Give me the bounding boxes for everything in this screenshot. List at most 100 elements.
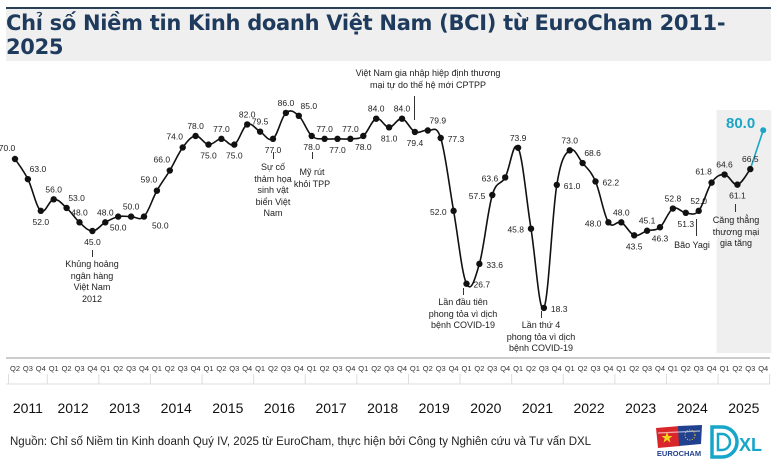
data-point (282, 109, 290, 117)
annotation-line: Lần thứ 4 (521, 320, 561, 330)
data-point (50, 196, 57, 203)
quarter-tick-label: Q4 (242, 364, 252, 373)
data-point (11, 155, 19, 163)
quarter-tick-label: Q1 (49, 364, 59, 373)
data-label: 73.9 (510, 133, 527, 143)
year-label: 2023 (625, 400, 656, 416)
data-label: 66.5 (742, 154, 759, 164)
annotation-line: Nam (263, 208, 283, 218)
annotation-line: ngân hàng (70, 270, 114, 281)
data-point (514, 144, 522, 151)
data-point (450, 207, 457, 215)
quarter-tick-label: Q1 (100, 364, 110, 373)
data-label: 78.0 (303, 142, 320, 152)
annotation-covid-fourth: Lần thứ 4 phong tỏa vì dịch bệnh COVID-1… (507, 320, 576, 355)
year-label: 2011 (13, 400, 43, 416)
annotation-line: Mỹ rút (299, 167, 325, 177)
quarter-tick-label: Q3 (178, 364, 188, 373)
data-label: 66.0 (154, 155, 171, 165)
data-point (476, 260, 483, 268)
data-label: 18.3 (551, 304, 568, 314)
dxl-logo: XL (710, 425, 762, 459)
data-label: 45.0 (84, 237, 101, 247)
quarter-tick-label: Q3 (487, 364, 497, 373)
quarter-tick-label: Q4 (707, 364, 717, 373)
data-label: 26.7 (474, 280, 491, 290)
source-note: Nguồn: Chỉ số Niềm tin Kinh doanh Quý IV… (10, 436, 592, 448)
data-label: 68.6 (584, 148, 601, 158)
data-label: 77.0 (329, 145, 346, 155)
annotation-line: Sự cố (260, 162, 286, 172)
year-label: 2014 (161, 400, 192, 416)
annotation-line: bệnh COVID-19 (430, 320, 496, 330)
data-label: 48.0 (585, 218, 602, 228)
data-label: 45.1 (639, 216, 656, 226)
quarter-tick-label: Q3 (74, 364, 84, 373)
quarter-tick-label: Q3 (126, 364, 136, 373)
quarter-tick-label: Q1 (410, 364, 420, 373)
data-point (463, 280, 470, 287)
year-label: 2015 (212, 400, 243, 416)
quarter-tick-label: Q2 (62, 364, 72, 373)
data-label: 81.0 (381, 133, 398, 143)
data-point (592, 178, 599, 185)
data-label: 77.0 (265, 145, 282, 155)
data-point (218, 135, 225, 143)
annotation-cptpp: Việt Nam gia nhập hiệp định thương mại t… (356, 68, 501, 91)
data-label: 77.3 (448, 134, 465, 144)
data-point (334, 135, 341, 143)
data-point (385, 124, 393, 131)
data-label: 59.0 (141, 175, 158, 185)
data-point (166, 167, 173, 174)
annotation-line: Căng thẳng (712, 215, 760, 225)
annotation-line: thảm họa (254, 173, 292, 184)
quarter-tick-label: Q1 (565, 364, 575, 373)
data-point (102, 219, 109, 226)
data-label: 77.0 (213, 124, 230, 134)
data-label: 52.0 (33, 217, 50, 227)
data-label: 80.0 (726, 115, 755, 132)
quarter-tick-label: Q4 (345, 364, 355, 373)
annotation-line: 2012 (81, 293, 103, 304)
data-point (347, 135, 354, 143)
annotation-line: mại tự do thế hệ mới CPTPP (370, 79, 486, 90)
annotation-line: bệnh COVID-19 (508, 343, 574, 353)
data-point (747, 165, 754, 173)
data-label: 70.0 (0, 143, 16, 153)
quarter-tick-label: Q2 (113, 364, 123, 373)
quarter-tick-label: Q4 (139, 364, 149, 373)
quarter-tick-label: Q3 (332, 364, 342, 373)
data-point (605, 219, 612, 226)
chart-title: Chỉ số Niềm tin Kinh doanh Việt Nam (BCI… (6, 11, 726, 59)
year-label: 2016 (264, 400, 295, 416)
data-point (527, 225, 535, 232)
data-point (37, 207, 44, 215)
quarter-tick-label: Q4 (191, 364, 201, 373)
annotation-tick (414, 96, 415, 120)
data-label: 45.8 (507, 225, 524, 235)
data-point (566, 147, 573, 154)
annotation-line: Việt Nam gia nhập hiệp định thương (355, 68, 501, 78)
title-bar: Chỉ số Niềm tin Kinh doanh Việt Nam (BCI… (6, 9, 771, 61)
data-label: 79.9 (430, 115, 447, 125)
data-label: 78.0 (355, 142, 372, 152)
svg-text:XL: XL (739, 435, 762, 455)
data-label: 52.8 (665, 194, 682, 204)
data-label: 53.0 (68, 193, 85, 203)
data-point (682, 209, 689, 217)
data-label: 46.3 (652, 233, 669, 243)
data-point (360, 132, 367, 140)
quarter-tick-label: Q1 (203, 364, 213, 373)
data-point (398, 115, 406, 122)
annotation-tick (696, 219, 697, 236)
quarter-tick-label: Q2 (681, 364, 691, 373)
year-label: 2019 (419, 400, 450, 416)
data-label: 50.0 (123, 202, 140, 212)
data-point (424, 127, 431, 134)
quarter-tick-label: Q3 (384, 364, 394, 373)
data-point (76, 219, 83, 226)
data-label: 63.0 (30, 164, 47, 174)
year-label: 2022 (573, 400, 604, 416)
data-label: 78.0 (187, 121, 204, 131)
data-point (140, 213, 148, 220)
